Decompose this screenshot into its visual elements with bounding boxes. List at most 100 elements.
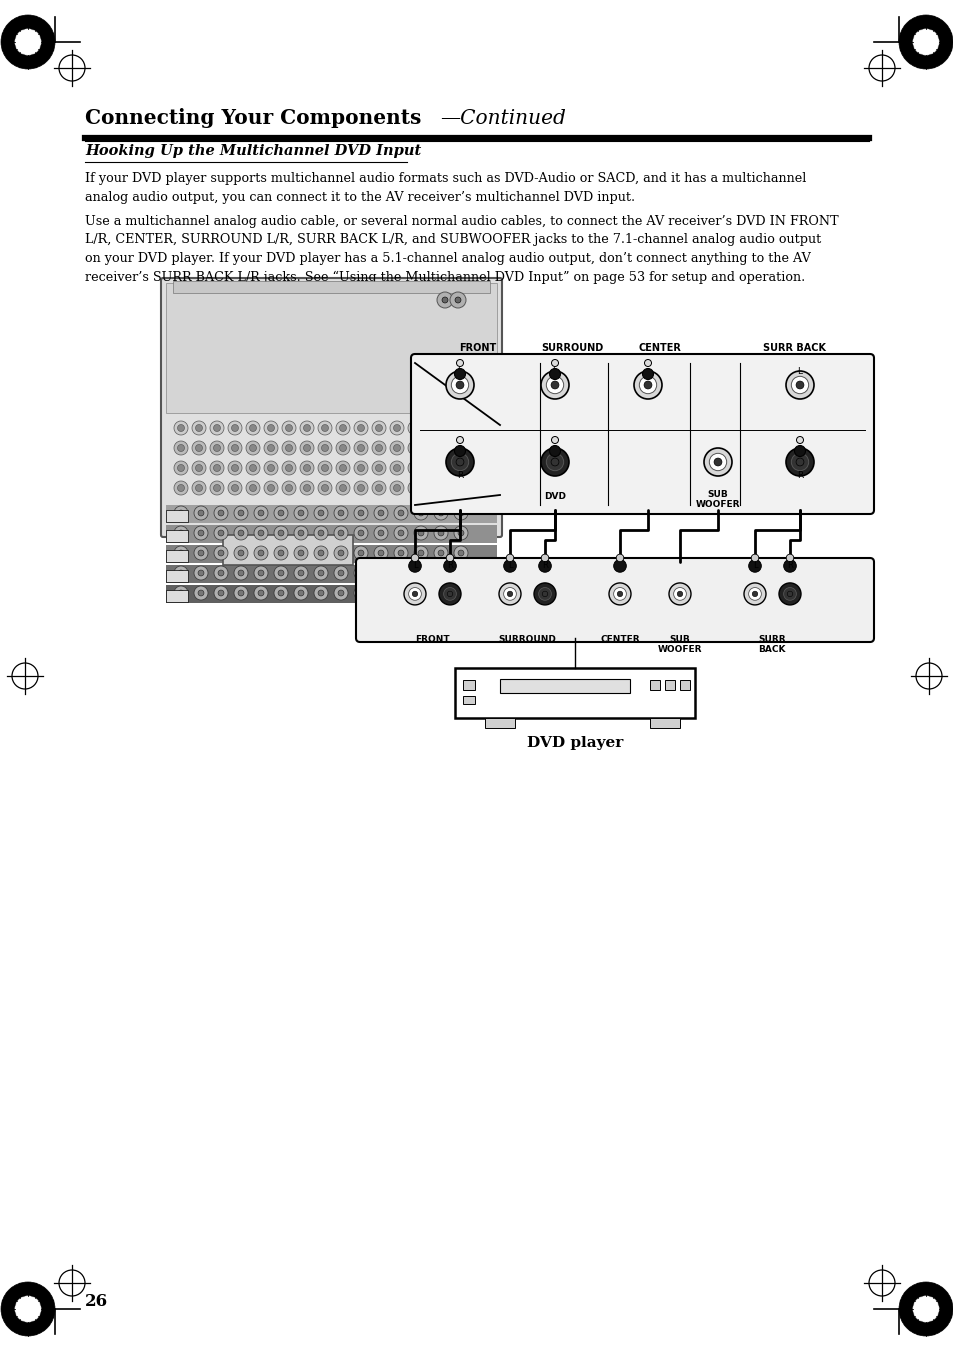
- Circle shape: [434, 526, 448, 540]
- Circle shape: [357, 590, 364, 596]
- Circle shape: [274, 526, 288, 540]
- Bar: [649, 680, 659, 690]
- Circle shape: [446, 449, 474, 476]
- Circle shape: [218, 570, 224, 576]
- Circle shape: [456, 359, 463, 366]
- Circle shape: [321, 485, 328, 492]
- Circle shape: [213, 485, 220, 492]
- Text: SURR
BACK: SURR BACK: [758, 635, 785, 654]
- Circle shape: [354, 440, 368, 455]
- Circle shape: [546, 454, 563, 470]
- Circle shape: [377, 550, 384, 557]
- Circle shape: [357, 485, 364, 492]
- Circle shape: [437, 530, 443, 536]
- Circle shape: [457, 550, 463, 557]
- Circle shape: [257, 590, 264, 596]
- Circle shape: [408, 440, 421, 455]
- Circle shape: [546, 377, 563, 393]
- Circle shape: [785, 554, 793, 562]
- Text: R: R: [796, 471, 802, 480]
- Circle shape: [414, 526, 428, 540]
- Circle shape: [451, 377, 468, 393]
- Circle shape: [437, 509, 443, 516]
- Circle shape: [177, 424, 184, 431]
- Circle shape: [434, 507, 448, 520]
- Circle shape: [437, 550, 443, 557]
- Circle shape: [198, 590, 204, 596]
- Circle shape: [634, 372, 661, 399]
- Circle shape: [303, 424, 310, 431]
- Circle shape: [454, 546, 468, 561]
- Circle shape: [193, 566, 208, 580]
- Circle shape: [250, 485, 256, 492]
- Circle shape: [299, 461, 314, 476]
- Circle shape: [264, 481, 277, 494]
- Circle shape: [339, 485, 346, 492]
- Circle shape: [454, 446, 465, 457]
- Circle shape: [796, 436, 802, 443]
- Text: CENTER: CENTER: [638, 343, 680, 353]
- Circle shape: [1, 15, 55, 69]
- Circle shape: [551, 458, 558, 466]
- Circle shape: [374, 586, 388, 600]
- Circle shape: [372, 422, 386, 435]
- Circle shape: [177, 465, 184, 471]
- Circle shape: [750, 554, 758, 562]
- Circle shape: [795, 458, 803, 466]
- Circle shape: [177, 444, 184, 451]
- Circle shape: [608, 582, 630, 605]
- Circle shape: [417, 590, 423, 596]
- Circle shape: [232, 465, 238, 471]
- Text: R: R: [541, 561, 547, 570]
- Circle shape: [337, 550, 344, 557]
- Text: SUB
WOOFER: SUB WOOFER: [695, 490, 740, 509]
- Circle shape: [377, 590, 384, 596]
- Circle shape: [1, 1282, 55, 1336]
- Circle shape: [334, 566, 348, 580]
- Bar: [166, 590, 188, 603]
- Circle shape: [303, 485, 310, 492]
- Circle shape: [334, 546, 348, 561]
- Circle shape: [394, 566, 408, 580]
- Circle shape: [210, 422, 224, 435]
- Circle shape: [264, 422, 277, 435]
- Circle shape: [549, 369, 560, 380]
- Circle shape: [198, 530, 204, 536]
- Circle shape: [454, 369, 465, 380]
- Text: L: L: [457, 367, 462, 376]
- Circle shape: [446, 554, 454, 562]
- Circle shape: [213, 424, 220, 431]
- Circle shape: [195, 465, 202, 471]
- Text: L: L: [552, 367, 557, 376]
- Circle shape: [411, 424, 418, 431]
- Circle shape: [282, 422, 295, 435]
- Circle shape: [294, 507, 308, 520]
- Circle shape: [237, 509, 244, 516]
- Circle shape: [195, 444, 202, 451]
- Circle shape: [317, 481, 332, 494]
- Text: L: L: [752, 561, 757, 570]
- Circle shape: [228, 440, 242, 455]
- Circle shape: [375, 465, 382, 471]
- Circle shape: [228, 422, 242, 435]
- Circle shape: [285, 424, 293, 431]
- Circle shape: [237, 590, 244, 596]
- Circle shape: [317, 440, 332, 455]
- Circle shape: [317, 509, 324, 516]
- Circle shape: [233, 586, 248, 600]
- Circle shape: [274, 507, 288, 520]
- Circle shape: [337, 570, 344, 576]
- Text: Use a multichannel analog audio cable, or several normal audio cables, to connec: Use a multichannel analog audio cable, o…: [85, 215, 838, 284]
- Circle shape: [267, 424, 274, 431]
- Circle shape: [357, 530, 364, 536]
- Circle shape: [178, 590, 184, 596]
- Circle shape: [193, 526, 208, 540]
- Circle shape: [274, 566, 288, 580]
- Circle shape: [443, 588, 456, 600]
- Circle shape: [441, 297, 448, 303]
- Circle shape: [267, 465, 274, 471]
- Circle shape: [677, 592, 682, 597]
- Circle shape: [285, 485, 293, 492]
- Circle shape: [538, 559, 551, 573]
- Circle shape: [785, 449, 813, 476]
